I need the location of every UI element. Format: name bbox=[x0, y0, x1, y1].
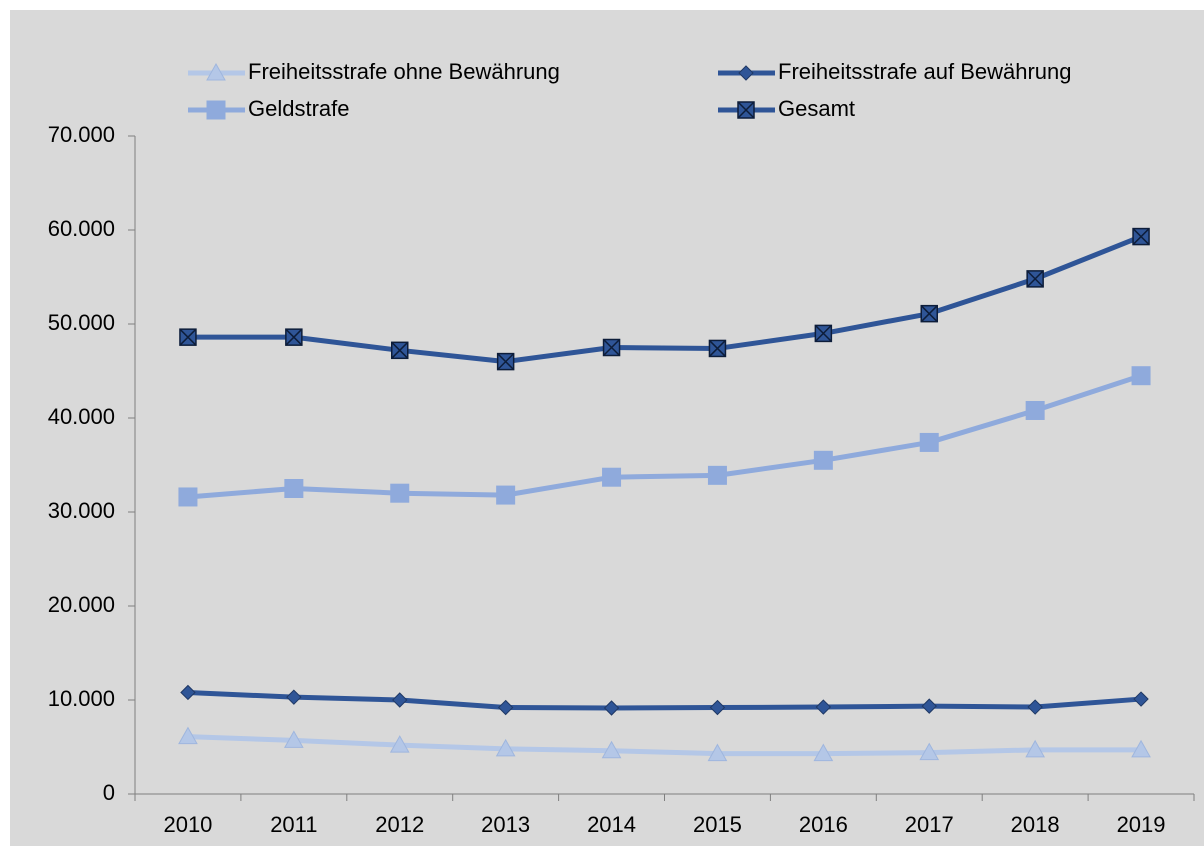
marker bbox=[919, 742, 940, 761]
marker bbox=[389, 735, 410, 753]
marker bbox=[1025, 739, 1046, 758]
marker bbox=[921, 698, 937, 714]
marker-part bbox=[737, 101, 755, 119]
marker-part bbox=[179, 328, 197, 346]
marker bbox=[285, 328, 303, 346]
marker-part bbox=[1026, 270, 1044, 288]
marker bbox=[1131, 739, 1151, 758]
marker bbox=[737, 101, 755, 119]
x-tick-label: 2010 bbox=[163, 812, 212, 837]
legend-label: Geldstrafe bbox=[248, 96, 350, 121]
marker bbox=[603, 700, 620, 716]
legend-label: Freiheitsstrafe ohne Bewährung bbox=[248, 59, 560, 84]
marker bbox=[391, 341, 409, 360]
y-tick-label: 70.000 bbox=[48, 122, 115, 147]
marker bbox=[814, 324, 833, 343]
x-tick-label: 2017 bbox=[905, 812, 954, 837]
y-tick-label: 30.000 bbox=[48, 498, 115, 523]
marker-part bbox=[920, 305, 938, 323]
legend-label: Freiheitsstrafe auf Bewährung bbox=[778, 59, 1072, 84]
marker bbox=[813, 743, 834, 762]
marker bbox=[390, 483, 410, 503]
marker bbox=[179, 328, 197, 346]
y-tick-label: 40.000 bbox=[48, 404, 115, 429]
marker bbox=[1131, 366, 1151, 386]
marker bbox=[920, 304, 938, 323]
x-tick-label: 2018 bbox=[1011, 812, 1060, 837]
marker bbox=[707, 465, 727, 485]
x-tick-label: 2019 bbox=[1117, 812, 1166, 837]
marker bbox=[497, 699, 514, 716]
marker bbox=[206, 100, 226, 120]
marker bbox=[496, 485, 516, 505]
marker-part bbox=[497, 353, 515, 371]
marker bbox=[707, 743, 728, 762]
marker bbox=[180, 684, 196, 701]
chart-background bbox=[10, 10, 1204, 846]
series-line bbox=[187, 689, 1142, 711]
x-tick-label: 2012 bbox=[375, 812, 424, 837]
marker bbox=[495, 738, 516, 757]
marker bbox=[496, 352, 515, 371]
y-tick-label: 10.000 bbox=[48, 686, 115, 711]
x-tick-label: 2011 bbox=[270, 812, 317, 837]
marker bbox=[1132, 227, 1150, 246]
marker bbox=[284, 479, 304, 498]
y-tick-label: 20.000 bbox=[48, 592, 115, 617]
legend-label: Gesamt bbox=[778, 96, 855, 121]
y-tick-label: 60.000 bbox=[48, 216, 115, 241]
marker-part bbox=[391, 341, 409, 359]
marker-part bbox=[603, 338, 621, 357]
x-tick-label: 2013 bbox=[481, 812, 530, 837]
marker bbox=[738, 65, 754, 81]
marker bbox=[1027, 699, 1043, 715]
marker bbox=[708, 339, 727, 358]
marker bbox=[1133, 691, 1149, 707]
x-tick-label: 2015 bbox=[693, 812, 742, 837]
series-line bbox=[187, 734, 1142, 757]
marker-part bbox=[1132, 228, 1150, 246]
marker bbox=[815, 699, 832, 715]
marker bbox=[286, 689, 302, 705]
marker-part bbox=[814, 324, 832, 342]
x-tick-label: 2014 bbox=[587, 812, 636, 837]
marker bbox=[1025, 400, 1045, 420]
marker bbox=[392, 692, 408, 708]
marker-part bbox=[708, 339, 726, 357]
series-line bbox=[187, 373, 1142, 500]
y-tick-label: 0 bbox=[103, 780, 115, 805]
marker bbox=[178, 487, 198, 507]
marker-part bbox=[285, 328, 303, 346]
marker bbox=[178, 726, 198, 745]
marker bbox=[919, 432, 939, 452]
marker bbox=[283, 730, 304, 748]
marker bbox=[206, 62, 226, 81]
y-tick-label: 50.000 bbox=[48, 310, 115, 335]
x-tick-label: 2016 bbox=[799, 812, 848, 837]
marker bbox=[602, 467, 622, 487]
marker bbox=[1026, 270, 1044, 288]
marker bbox=[709, 699, 726, 716]
marker bbox=[813, 450, 833, 470]
series-line bbox=[187, 234, 1142, 365]
marker bbox=[601, 740, 622, 759]
marker bbox=[602, 338, 621, 357]
